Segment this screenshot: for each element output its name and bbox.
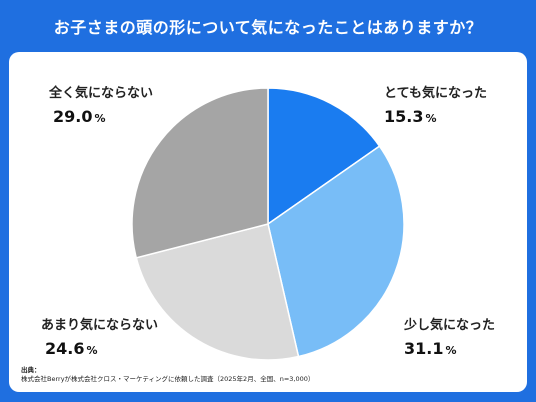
pie-slice-3 (131, 87, 269, 259)
slice-label-1: 少し気になった 31.1% (404, 314, 495, 358)
pie-slice-2 (135, 223, 300, 361)
pie-slice-0 (267, 87, 381, 226)
source-note: 出典： 株式会社Berryが株式会社クロス・マーケティングに依頼した調査（202… (21, 366, 314, 384)
chart-title: お子さまの頭の形について気になったことはありますか？ (53, 18, 483, 37)
pie-slice-1 (267, 145, 405, 358)
slice-name: とても気になった (384, 86, 487, 101)
slice-name: 全く気にならない (49, 86, 154, 101)
slice-label-2: あまり気にならない 24.6% (41, 314, 158, 358)
slice-value: 24.6% (45, 339, 98, 358)
slice-value: 15.3% (384, 107, 437, 126)
slice-value: 29.0% (53, 107, 106, 126)
slice-label-3: 全く気にならない 29.0% (49, 82, 153, 126)
pie-chart (131, 87, 405, 361)
slice-name: あまり気にならない (41, 318, 159, 333)
slice-name: 少し気になった (404, 318, 496, 333)
source-text: 株式会社Berryが株式会社クロス・マーケティングに依頼した調査（2025年2月… (21, 374, 315, 383)
slice-label-0: とても気になった 15.3% (384, 82, 487, 126)
chart-panel: とても気になった 15.3% 少し気になった 31.1% あまり気にならない 2… (9, 52, 527, 392)
source-title: 出典： (21, 365, 41, 374)
slice-value: 31.1% (404, 339, 457, 358)
chart-header: お子さまの頭の形について気になったことはありますか？ (0, 0, 536, 52)
